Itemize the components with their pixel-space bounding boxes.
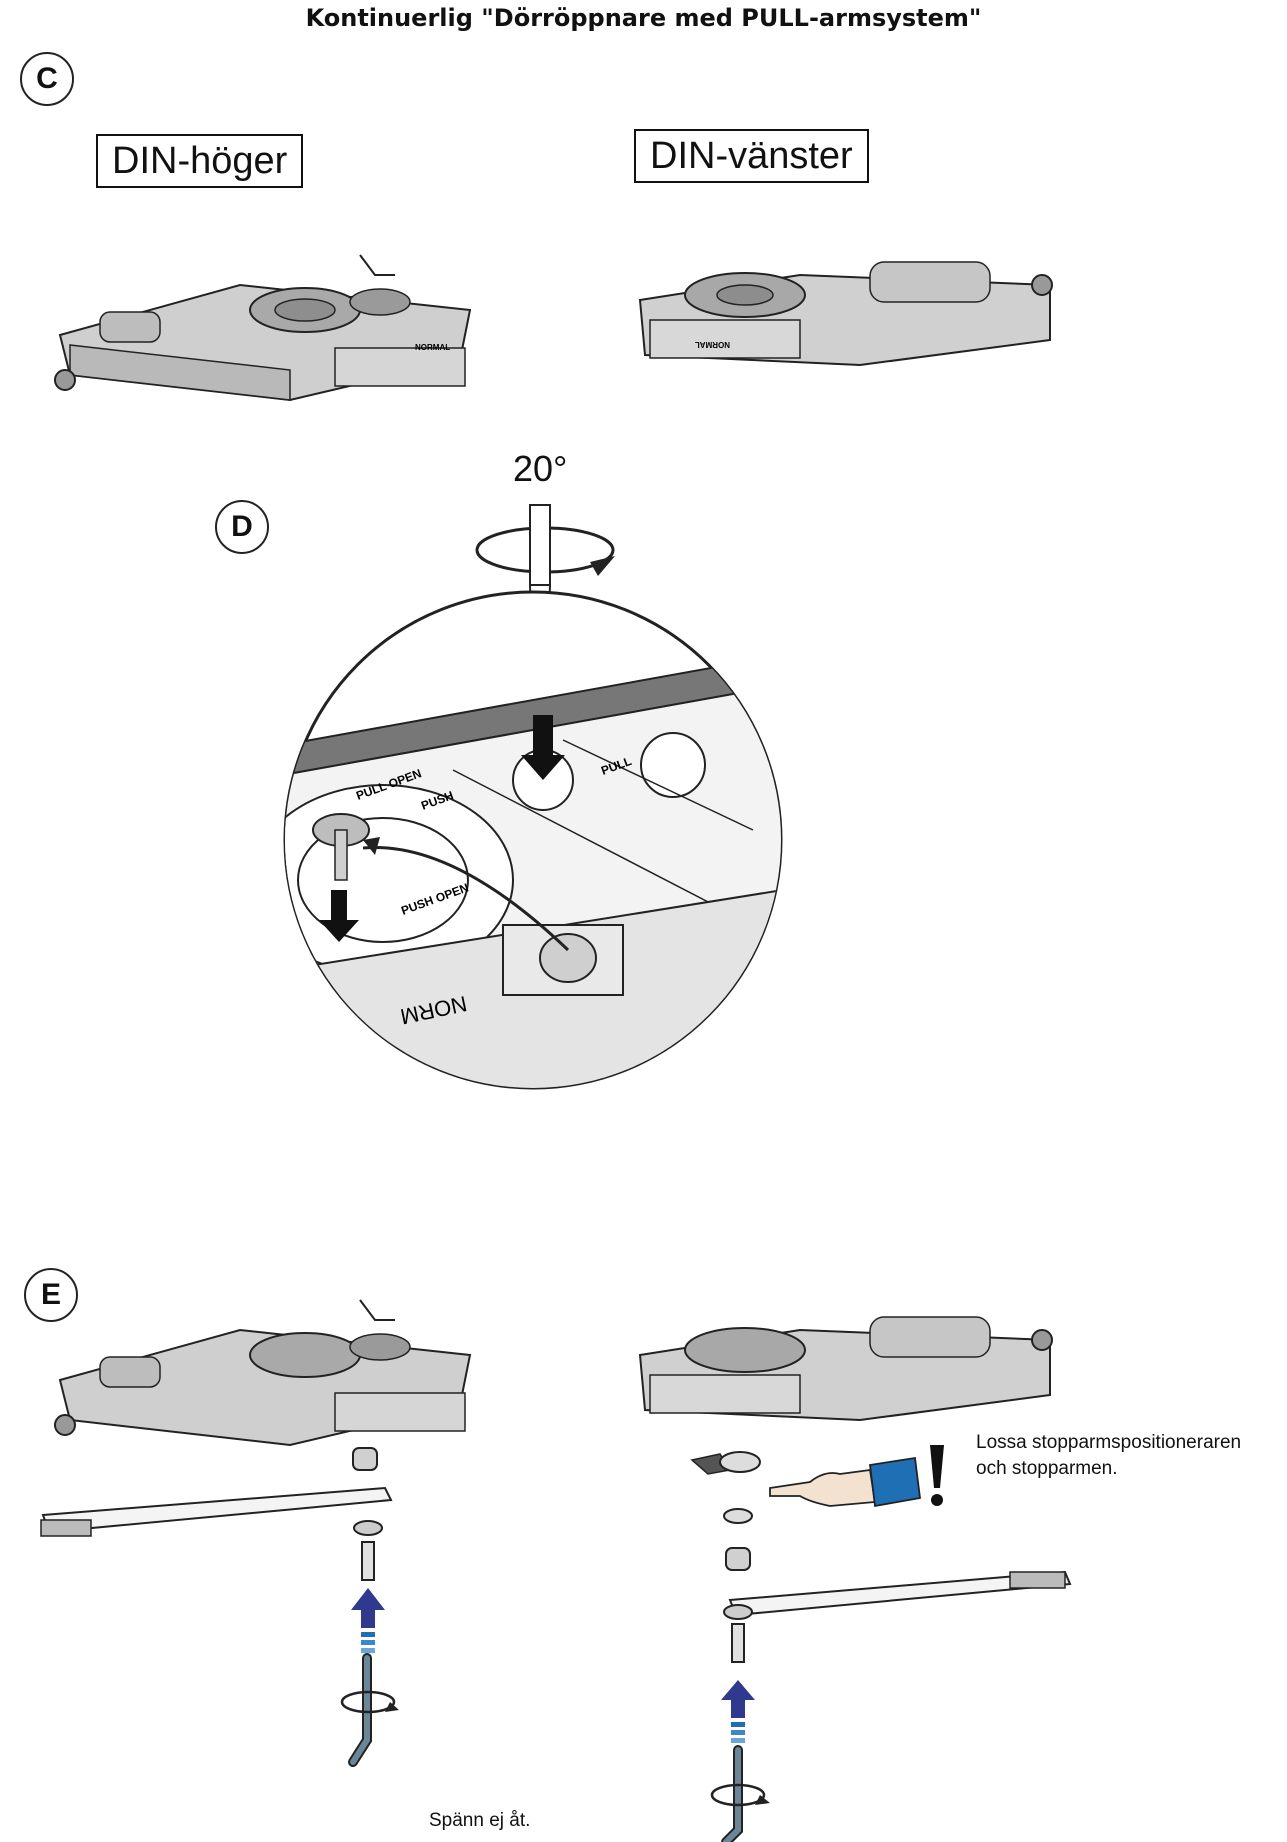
step-badge-c: C — [20, 52, 74, 106]
operator-unit-e-left — [54, 1299, 472, 1447]
detail-magnified-circle: PULL OPEN PUSH PULL PUSH OPEN NORM — [283, 590, 783, 1090]
caption-do-not-tighten: Spänn ej åt. — [429, 1810, 531, 1831]
operator-unit-din-left: NORMAL — [638, 261, 1053, 367]
warning-exclamation-icon — [930, 1445, 944, 1488]
step-badge-e: E — [24, 1268, 78, 1322]
page-title: Kontinuerlig "Dörröppnare med PULL-armsy… — [305, 4, 982, 32]
rotation-angle-label: 20° — [513, 448, 568, 489]
warning-note-line2: och stopparmen. — [976, 1458, 1118, 1479]
operator-unit-din-right: NORMAL — [54, 254, 472, 402]
din-left-label: DIN-vänster — [634, 129, 869, 183]
unit-normal-text-c-left: NORMAL — [415, 343, 450, 352]
up-arrow-icon — [351, 1588, 385, 1628]
unit-normal-text-c-right: NORMAL — [695, 340, 730, 349]
step-badge-d: D — [215, 500, 269, 554]
arm-assembly-e-left — [40, 1447, 399, 1767]
up-arrow-icon-right — [721, 1680, 755, 1718]
din-right-label: DIN-höger — [96, 134, 304, 188]
stop-arm-positioner-hand — [690, 1445, 944, 1508]
operator-unit-e-right — [638, 1316, 1053, 1422]
warning-note-line1: Lossa stopparmspositioneraren — [976, 1432, 1242, 1453]
arm-assembly-e-right — [710, 1508, 1072, 1842]
